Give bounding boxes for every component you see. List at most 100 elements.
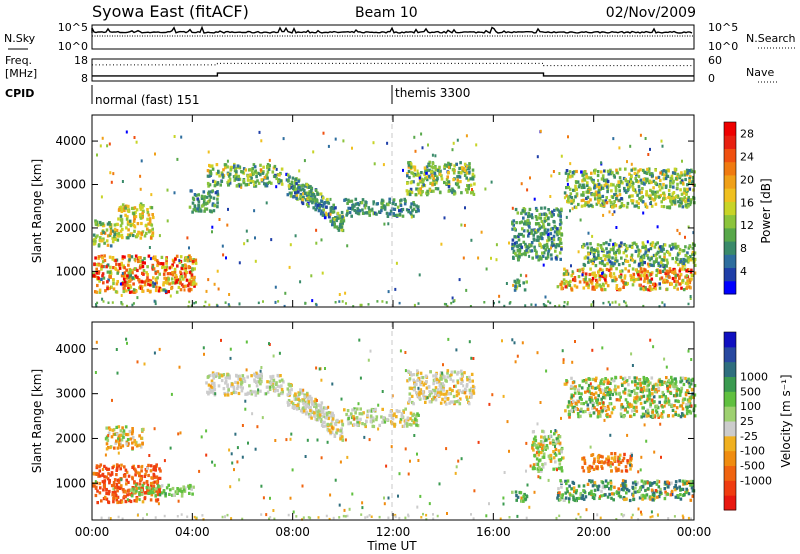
data-cell [166, 219, 169, 223]
data-cell [604, 199, 607, 203]
data-cell [213, 282, 216, 286]
data-cell [632, 272, 636, 276]
data-cell [93, 262, 96, 267]
data-cell [615, 469, 618, 473]
data-cell [271, 374, 275, 378]
data-cell [123, 474, 127, 478]
data-cell [617, 494, 621, 498]
data-cell [157, 485, 160, 489]
data-cell [325, 213, 328, 217]
data-cell [102, 488, 105, 492]
data-cell [578, 280, 582, 284]
data-cell [386, 214, 390, 218]
data-cell [326, 422, 329, 426]
data-cell [393, 213, 397, 217]
data-cell [309, 414, 313, 418]
data-cell [522, 234, 525, 238]
data-cell [591, 234, 594, 238]
data-cell [672, 191, 676, 195]
data-cell [307, 185, 311, 189]
data-cell [240, 382, 243, 386]
data-cell [422, 393, 425, 397]
data-cell [131, 477, 134, 481]
data-cell [276, 388, 279, 393]
data-cell [142, 269, 146, 273]
data-cell [101, 274, 104, 278]
data-cell [152, 284, 155, 288]
data-cell [607, 258, 611, 262]
data-cell [133, 215, 136, 219]
data-cell [108, 286, 111, 290]
data-cell [620, 414, 623, 418]
data-cell [195, 209, 198, 213]
data-cell [191, 201, 195, 205]
data-cell [585, 203, 589, 207]
data-cell [99, 144, 102, 148]
data-cell [554, 442, 557, 446]
data-cell [584, 272, 588, 276]
data-cell [525, 495, 529, 499]
data-cell [325, 416, 328, 420]
data-cell [126, 493, 129, 497]
data-cell [642, 243, 645, 247]
data-cell [631, 258, 634, 262]
data-cell [116, 478, 120, 483]
data-cell [345, 412, 348, 417]
data-cell [351, 146, 353, 150]
data-cell [514, 490, 518, 494]
data-cell [188, 246, 190, 250]
data-cell [118, 234, 121, 238]
data-cell [537, 222, 540, 226]
data-cell [419, 391, 423, 395]
data-cell [226, 376, 230, 380]
data-cell [516, 495, 520, 499]
data-cell [508, 241, 510, 245]
data-cell [645, 273, 648, 277]
data-cell [559, 237, 562, 241]
data-cell [222, 253, 225, 257]
data-cell [101, 272, 105, 276]
data-cell [611, 279, 614, 283]
data-cell [617, 455, 620, 459]
data-cell [122, 277, 126, 281]
data-cell [683, 170, 687, 174]
data-cell [646, 167, 649, 171]
data-cell [515, 253, 518, 257]
data-cell [280, 387, 284, 392]
data-cell [663, 497, 667, 501]
data-cell [607, 300, 610, 304]
data-cell [471, 190, 475, 194]
data-cell [245, 229, 248, 233]
data-cell [458, 175, 462, 179]
data-cell [667, 188, 671, 193]
data-cell [523, 492, 526, 497]
data-cell [528, 254, 531, 258]
data-cell [260, 139, 263, 143]
data-cell [342, 219, 346, 223]
data-cell [143, 256, 146, 261]
data-cell [316, 192, 319, 196]
data-cell [269, 381, 273, 385]
data-cell [116, 446, 120, 450]
data-cell [150, 476, 153, 480]
data-cell [404, 407, 407, 411]
data-cell [127, 204, 130, 208]
data-cell [154, 152, 156, 156]
data-cell [210, 379, 214, 383]
data-cell [633, 204, 637, 208]
data-cell [611, 256, 614, 260]
data-cell [416, 172, 420, 176]
data-cell [640, 181, 643, 185]
data-cell [410, 190, 414, 194]
data-cell [674, 195, 678, 199]
data-cell [112, 281, 115, 286]
data-cell [257, 380, 261, 384]
data-cell [339, 434, 342, 438]
data-cell [676, 287, 679, 291]
data-cell [609, 271, 612, 276]
data-cell [431, 174, 434, 178]
data-cell [624, 469, 628, 473]
data-cell [620, 487, 624, 491]
data-cell [237, 377, 240, 381]
data-cell [421, 376, 425, 380]
